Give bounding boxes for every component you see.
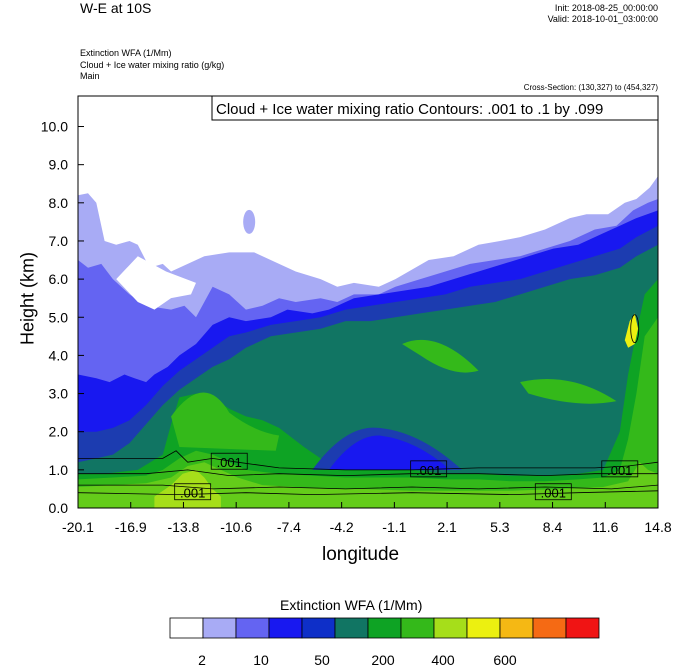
contour-lines — [78, 314, 658, 496]
contour-label-box — [534, 483, 572, 501]
colorbar-swatch — [565, 617, 600, 639]
field-label-3: Main — [80, 71, 100, 81]
y-tick-label: 4.0 — [49, 347, 69, 363]
contour-label: .001 — [541, 486, 566, 501]
plot-title: W-E at 10S — [80, 0, 152, 16]
layer-100 — [78, 279, 658, 508]
x-tick-label: 14.8 — [644, 519, 671, 535]
x-tick-label: 5.3 — [490, 519, 510, 535]
y-tick-label: 9.0 — [49, 157, 69, 173]
x-tick-label: -16.9 — [115, 519, 147, 535]
field-label-2: Cloud + Ice water mixing ratio (g/kg) — [80, 60, 225, 70]
contour-label-box — [210, 452, 248, 470]
colorbar-swatch — [169, 617, 204, 639]
colorbar-label: 400 — [431, 652, 455, 667]
contour-label: .001 — [416, 463, 441, 478]
moist-pocket-core — [328, 435, 451, 470]
contour-line — [78, 450, 658, 471]
contour-title-box — [211, 95, 659, 121]
contour-labels: .001 .001 .001 .001 .001 — [174, 452, 639, 501]
field-label-1: Extinction WFA (1/Mm) — [80, 48, 172, 58]
y-tick-label: 6.0 — [49, 271, 69, 287]
contour-label-box — [601, 460, 639, 478]
layer-500 — [624, 313, 639, 348]
contour-line — [78, 490, 658, 496]
contour-label: .001 — [180, 486, 205, 501]
x-axis: -20.1 -16.9 -13.8 -10.6 -7.4 -4.2 -1.1 2.1 5.3 8.… — [62, 502, 672, 535]
contour-line — [630, 314, 640, 344]
contour-title: Cloud + Ice water mixing ratio Contours:… — [216, 101, 603, 118]
y-tick-label: 1.0 — [49, 462, 69, 478]
colorbar-swatch — [400, 617, 435, 639]
x-tick-label: -10.6 — [220, 519, 252, 535]
colorbar-swatch — [433, 617, 468, 639]
y-tick-label: 8.0 — [49, 195, 69, 211]
colorbar-swatch — [235, 617, 270, 639]
colorbar-swatch — [334, 617, 369, 639]
y-tick-label: 5.0 — [49, 309, 69, 325]
y-axis-label: Height (km) — [17, 252, 38, 346]
x-tick-label: -7.4 — [277, 519, 301, 535]
x-tick-label: 2.1 — [437, 519, 457, 535]
x-tick-label: 8.4 — [543, 519, 563, 535]
x-tick-label: -13.8 — [167, 519, 199, 535]
colorbar-swatch — [532, 617, 567, 639]
green-blob-mid — [402, 339, 479, 373]
x-tick-label: 11.6 — [592, 519, 618, 535]
contour-label: .001 — [607, 463, 632, 478]
colorbar-label: 50 — [314, 652, 330, 667]
green-blob-west — [171, 392, 280, 451]
x-tick-label: -1.1 — [382, 519, 406, 535]
contour-line — [78, 484, 658, 490]
colorbar-label: 2 — [198, 652, 206, 667]
colorbar-swatch — [466, 617, 501, 639]
colorbar-label: 600 — [493, 652, 517, 667]
cross-section-label: Cross-Section: (130,327) to (454,327) — [523, 83, 658, 92]
contour-label-box — [174, 483, 212, 501]
y-tick-label: 2.0 — [49, 424, 69, 440]
green-blob-east — [520, 378, 617, 404]
y-tick-label: 7.0 — [49, 233, 69, 249]
extinction-layers — [78, 176, 658, 508]
colorbar-swatch — [202, 617, 237, 639]
y-tick-label: 0.0 — [49, 500, 69, 516]
colorbar: 2 10 50 200 400 600 — [169, 617, 600, 667]
contour-line — [78, 469, 658, 477]
init-time: Init: 2018-08-25_00:00:00 — [554, 3, 658, 13]
x-tick-label: -20.1 — [62, 519, 94, 535]
layer-300 — [78, 462, 658, 508]
colorbar-title: Extinction WFA (1/Mm) — [280, 597, 423, 613]
y-tick-label: 3.0 — [49, 386, 69, 402]
colorbar-swatch — [367, 617, 402, 639]
contour-label-box — [410, 460, 448, 478]
colorbar-swatch — [301, 617, 336, 639]
isolated-cloud — [243, 209, 256, 234]
valid-time: Valid: 2018-10-01_03:00:00 — [547, 14, 658, 24]
contour-label: .001 — [217, 455, 242, 470]
y-axis: 0.0 1.0 2.0 3.0 4.0 5.0 6.0 7.0 8.0 9.0 10.0 — [41, 119, 84, 516]
colorbar-swatch — [268, 617, 303, 639]
x-tick-label: -4.2 — [330, 519, 354, 535]
layer-400 — [154, 469, 221, 508]
colorbar-swatch — [499, 617, 534, 639]
clear-region — [116, 256, 196, 310]
colorbar-label: 200 — [371, 652, 395, 667]
x-axis-label: longitude — [322, 544, 400, 565]
y-tick-label: 10.0 — [41, 119, 68, 135]
colorbar-label: 10 — [253, 652, 269, 667]
